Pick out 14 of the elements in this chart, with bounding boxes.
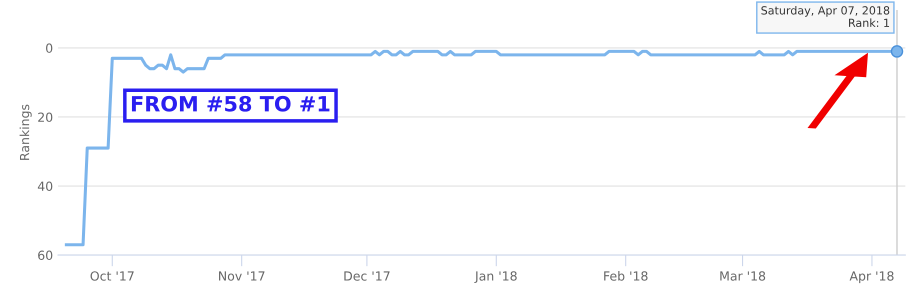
y-tick-label: 60 bbox=[38, 250, 52, 260]
annotation: Saturday, Apr 07, 2018 Rank: 1 bbox=[761, 6, 890, 28]
x-tick-label: Mar '18 bbox=[720, 271, 766, 281]
x-tick-label: Nov '17 bbox=[219, 271, 264, 281]
y-tick-label: 0 bbox=[46, 43, 52, 53]
y-tick-label: 20 bbox=[38, 112, 52, 122]
x-tick-label: Feb '18 bbox=[604, 271, 648, 281]
x-tick-label: Jan '18 bbox=[474, 271, 517, 284]
x-tick-label: Oct '17 bbox=[90, 271, 134, 281]
y-axis-title: Rankings bbox=[20, 104, 32, 160]
x-tick-label: Dec '17 bbox=[344, 271, 390, 281]
y-tick-label: 40 bbox=[38, 182, 52, 191]
x-tick-label: Apr '18 bbox=[850, 271, 894, 284]
annotation: FROM #58 TO #1 bbox=[132, 96, 330, 112]
